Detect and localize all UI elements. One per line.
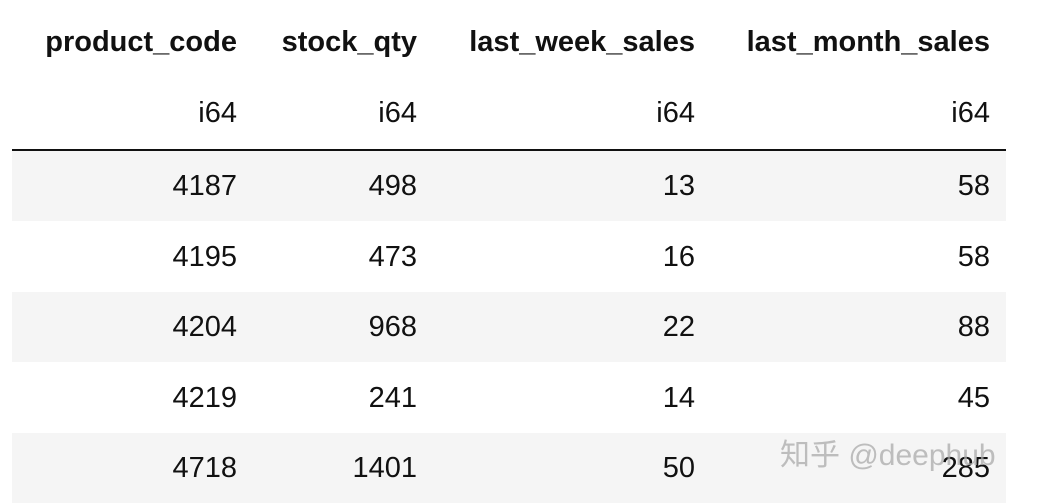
table-cell: 58 bbox=[957, 240, 990, 273]
table-cell: 968 bbox=[368, 311, 417, 343]
table-cell: 14 bbox=[662, 381, 695, 414]
column-dtype: i64 bbox=[951, 97, 990, 129]
header-rule bbox=[12, 149, 1006, 151]
row-stripe bbox=[12, 151, 1006, 221]
column-header: stock_qty bbox=[281, 26, 417, 58]
table-cell: 473 bbox=[368, 240, 417, 273]
table-cell: 4204 bbox=[172, 311, 237, 343]
table-cell: 13 bbox=[662, 170, 695, 202]
table-cell: 4187 bbox=[172, 170, 237, 202]
column-dtype: i64 bbox=[378, 97, 417, 129]
column-dtype: i64 bbox=[656, 97, 695, 129]
table-cell: 88 bbox=[957, 311, 990, 343]
watermark: 知乎 @deephub bbox=[780, 439, 996, 472]
table-cell: 4195 bbox=[172, 240, 237, 273]
column-header: last_week_sales bbox=[469, 26, 695, 58]
row-stripe bbox=[12, 433, 1006, 503]
table-cell: 4219 bbox=[172, 381, 237, 414]
table-cell: 45 bbox=[957, 381, 990, 414]
table-cell: 58 bbox=[957, 170, 990, 202]
table-cell: 16 bbox=[662, 240, 695, 273]
table-cell: 241 bbox=[368, 381, 417, 414]
column-dtype: i64 bbox=[198, 97, 237, 129]
table-cell: 4718 bbox=[172, 452, 237, 484]
row-stripe bbox=[12, 292, 1006, 362]
table-cell: 285 bbox=[941, 452, 990, 484]
table-cell: 22 bbox=[662, 311, 695, 343]
table-cell: 1401 bbox=[352, 452, 417, 484]
column-header: last_month_sales bbox=[746, 26, 990, 58]
table-cell: 50 bbox=[662, 452, 695, 484]
column-header: product_code bbox=[45, 26, 237, 58]
table-cell: 498 bbox=[368, 170, 417, 202]
